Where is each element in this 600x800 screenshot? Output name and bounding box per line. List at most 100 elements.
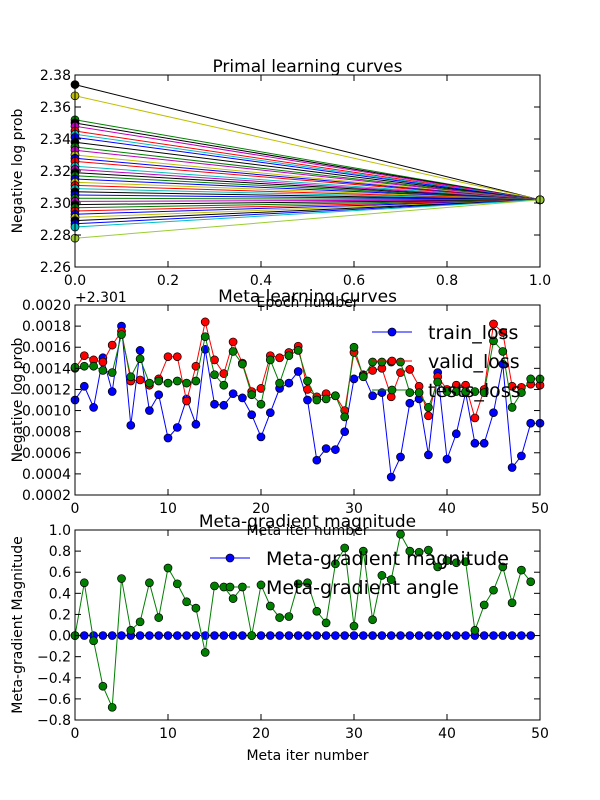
data-point (284, 378, 294, 388)
data-point (210, 631, 219, 640)
y-tick-label: 2.36 (40, 100, 71, 116)
data-point (275, 378, 284, 388)
y-tick-label: 2.32 (40, 164, 71, 180)
series-line-13 (74, 160, 541, 201)
meta-learning-curves-chart: 0 10 20 30 40 50 0.0002 0.0004 0.0006 0.0008 0.001… (10, 287, 549, 539)
y-tick-label: 0.0020 (22, 298, 71, 314)
data-point (451, 387, 461, 396)
x-tick-label: 40 (438, 726, 456, 742)
data-point (293, 631, 303, 640)
data-point (247, 390, 257, 400)
data-point (424, 631, 433, 640)
plot-area (70, 80, 545, 243)
data-point (238, 359, 247, 369)
series-line-19 (74, 181, 541, 201)
data-point (396, 368, 405, 377)
x-axis-label: Meta iter number (246, 523, 368, 539)
legend-label-0: Meta-gradient magnitude (266, 548, 509, 570)
data-point (228, 631, 238, 640)
data-point (163, 563, 173, 573)
data-point (210, 399, 219, 409)
x-tick-label: 0.4 (250, 273, 272, 289)
x-tick-label: 1.0 (529, 273, 551, 289)
data-point (126, 625, 136, 635)
y-tick-label: 0.6 (49, 565, 71, 581)
data-point (507, 403, 517, 412)
series-line-31 (74, 199, 541, 222)
data-point (238, 631, 247, 640)
data-point (451, 558, 461, 568)
data-point (386, 575, 396, 584)
data-point (312, 455, 322, 465)
data-point (517, 388, 526, 397)
data-point (135, 346, 145, 355)
data-point (265, 408, 275, 418)
data-point (172, 376, 182, 386)
data-point (321, 394, 331, 404)
data-point (284, 351, 294, 361)
data-point (293, 579, 303, 589)
series-line-16 (74, 172, 541, 201)
data-point (461, 387, 470, 396)
x-tick-label: 50 (531, 501, 549, 517)
data-point (414, 631, 424, 640)
x-tick-label: 10 (159, 726, 177, 742)
data-point (321, 631, 331, 640)
data-point (479, 600, 489, 610)
y-axis-label: Meta-gradient Magnitude (10, 536, 26, 713)
legend-marker-0 (225, 553, 235, 563)
x-tick-label: 0 (71, 726, 80, 742)
series-line-3 (74, 122, 541, 201)
data-point (172, 423, 182, 432)
data-point (526, 577, 536, 587)
y-tick-label: 0.0014 (22, 361, 71, 377)
y-tick-label: 0.0008 (22, 425, 71, 441)
data-point (526, 418, 536, 428)
data-point (349, 374, 359, 384)
series-line-20 (74, 184, 541, 201)
data-point (247, 410, 257, 420)
data-point (321, 444, 331, 453)
y-tick-label: 2.30 (40, 196, 71, 212)
series-line-14 (74, 165, 541, 201)
data-point (79, 361, 89, 371)
data-point (507, 463, 517, 472)
data-point (172, 631, 182, 640)
data-point (358, 372, 368, 382)
data-point (265, 355, 275, 365)
data-point (163, 433, 173, 443)
data-point (424, 450, 433, 460)
y-tick-label: 0.2 (49, 607, 71, 623)
y-axis-label: Negative log prob (10, 108, 26, 233)
data-point (154, 631, 164, 640)
data-point (424, 411, 433, 421)
data-point (470, 625, 480, 635)
data-point (368, 631, 377, 640)
data-point (191, 603, 201, 613)
legend-label-1: valid_loss (428, 351, 520, 373)
data-point (489, 319, 498, 329)
data-point (238, 393, 247, 403)
data-point (470, 387, 480, 396)
y-tick-label: 0.0012 (22, 382, 71, 398)
data-point (405, 365, 415, 374)
data-point (256, 399, 266, 409)
data-point (135, 375, 145, 385)
x-tick-label: 40 (438, 501, 456, 517)
series-line-12 (74, 157, 541, 201)
data-point (489, 408, 498, 418)
data-point (89, 636, 98, 646)
data-point (79, 631, 89, 640)
data-point (145, 406, 154, 415)
data-point (79, 578, 89, 588)
legend: Meta-gradient magnitude Meta-gradient ang… (210, 548, 509, 599)
series-line-24 (74, 197, 541, 201)
data-point (284, 631, 294, 640)
series-line-28 (74, 199, 541, 212)
series-line-11 (74, 154, 541, 201)
data-point (498, 631, 508, 640)
y-tick-label: 0.0002 (22, 488, 71, 504)
data-point (368, 357, 377, 367)
series-line-8 (74, 141, 541, 201)
series-line-15 (74, 168, 541, 201)
